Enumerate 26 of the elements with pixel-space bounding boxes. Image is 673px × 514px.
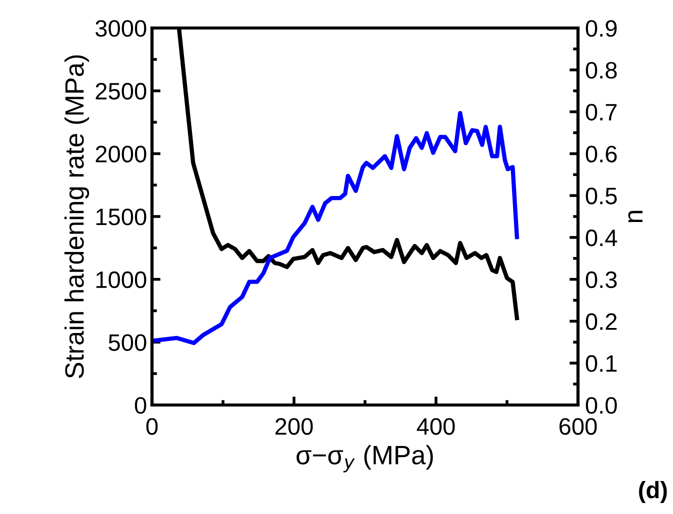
line-series — [152, 110, 520, 346]
y2-tick-label: 0.4 — [586, 230, 618, 246]
y2-axis-title: n — [628, 210, 642, 222]
x-tick-label: 200 — [275, 418, 313, 435]
x-axis-title: σ−σ$_{y}$ (MPa) — [296, 445, 433, 472]
y-tick-label: 1500 — [96, 208, 146, 226]
y-tick-label: 0 — [134, 397, 146, 414]
y2-tick-label: 0.8 — [586, 62, 617, 79]
y-tick-label: 2000 — [96, 146, 146, 162]
text: (d) — [639, 480, 667, 504]
x-tick-label: 0 — [146, 418, 158, 435]
y-axis-title: Strain hardening rate (MPa) — [64, 55, 90, 378]
y-tick-label: 2500 — [96, 82, 146, 100]
y2-tick-label: 0.3 — [586, 271, 617, 288]
y2-tick-label: 0.9 — [586, 20, 617, 37]
x-tick-label: 600 — [560, 418, 597, 435]
y2-tick-label: 0.1 — [586, 355, 617, 372]
y-tick-label: 3000 — [96, 20, 146, 37]
x-tick-label: 400 — [416, 418, 455, 435]
y-tick-label: 500 — [108, 334, 146, 351]
y2-tick-label: 0.5 — [586, 188, 617, 204]
y2-tick-label: 0.0 — [586, 397, 617, 414]
y-tick-label: 1000 — [96, 271, 146, 288]
y2-tick-label: 0.2 — [586, 313, 617, 330]
y2-tick-label: 0.6 — [586, 146, 617, 162]
y2-tick-label: 0.7 — [586, 104, 617, 121]
